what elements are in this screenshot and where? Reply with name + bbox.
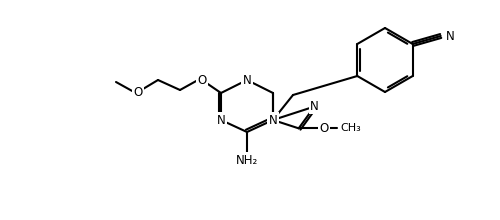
Text: N: N <box>310 100 319 113</box>
Text: CH₃: CH₃ <box>340 123 361 133</box>
Text: N: N <box>446 29 454 42</box>
Text: O: O <box>319 122 328 135</box>
Text: O: O <box>134 86 142 99</box>
Text: N: N <box>268 114 278 126</box>
Text: NH₂: NH₂ <box>236 154 258 167</box>
Text: N: N <box>242 73 252 86</box>
Text: N: N <box>216 114 226 126</box>
Text: O: O <box>198 73 206 86</box>
